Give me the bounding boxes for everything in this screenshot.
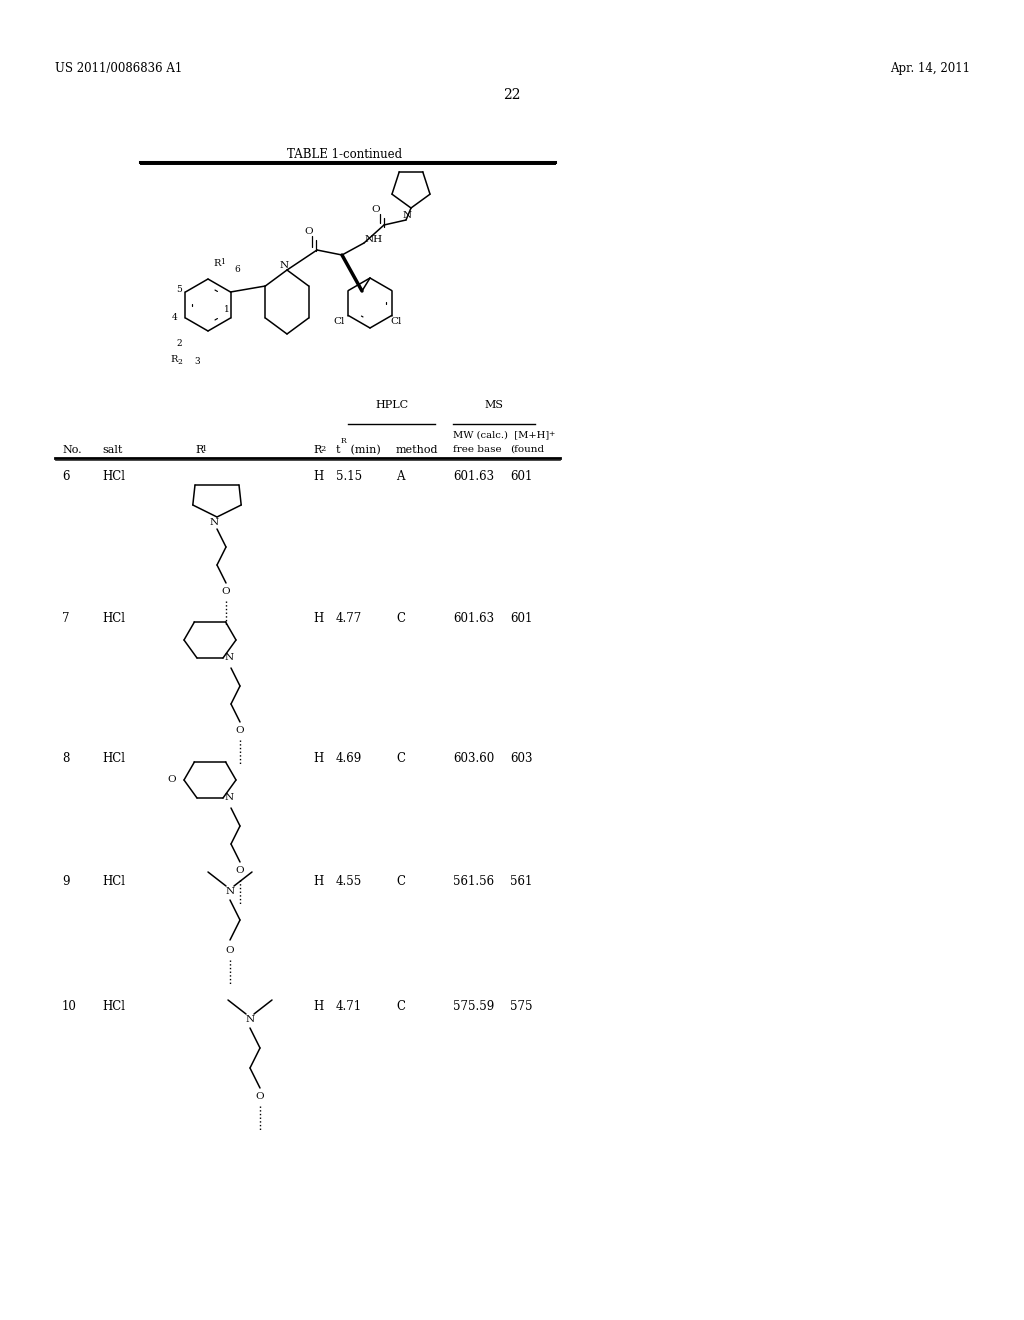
Text: Cl: Cl <box>333 317 344 326</box>
Text: C: C <box>396 875 406 888</box>
Text: 1: 1 <box>202 445 208 453</box>
Text: 575: 575 <box>510 1001 532 1012</box>
Text: O: O <box>167 776 176 784</box>
Text: 4.55: 4.55 <box>336 875 362 888</box>
Text: 603: 603 <box>510 752 532 766</box>
Text: 575.59: 575.59 <box>453 1001 495 1012</box>
Text: US 2011/0086836 A1: US 2011/0086836 A1 <box>55 62 182 75</box>
Text: C: C <box>396 1001 406 1012</box>
Text: 601.63: 601.63 <box>453 470 495 483</box>
Text: 561.56: 561.56 <box>453 875 495 888</box>
Text: N: N <box>402 210 412 219</box>
Text: 6: 6 <box>234 265 240 275</box>
Text: 601: 601 <box>510 612 532 624</box>
Text: No.: No. <box>62 445 82 455</box>
Text: 22: 22 <box>503 88 521 102</box>
Text: free base: free base <box>453 445 502 454</box>
Text: TABLE 1-continued: TABLE 1-continued <box>288 148 402 161</box>
Text: 2: 2 <box>176 339 182 348</box>
Text: H: H <box>313 1001 324 1012</box>
Text: (found: (found <box>510 445 544 454</box>
Text: 2: 2 <box>319 445 326 453</box>
Text: R: R <box>341 437 347 445</box>
Text: HPLC: HPLC <box>375 400 408 411</box>
Text: 1: 1 <box>220 257 225 267</box>
Text: C: C <box>396 752 406 766</box>
Text: Cl: Cl <box>390 317 401 326</box>
Text: 1: 1 <box>224 305 229 314</box>
Text: O: O <box>256 1092 264 1101</box>
Text: 5.15: 5.15 <box>336 470 362 483</box>
Text: O: O <box>221 587 230 597</box>
Text: R: R <box>213 260 220 268</box>
Text: 5: 5 <box>176 285 182 294</box>
Text: HCl: HCl <box>102 875 125 888</box>
Text: 2: 2 <box>177 358 182 366</box>
Text: 6: 6 <box>62 470 70 483</box>
Text: 601: 601 <box>510 470 532 483</box>
Text: O: O <box>225 946 234 954</box>
Text: O: O <box>305 227 313 236</box>
Text: H: H <box>313 875 324 888</box>
Text: 10: 10 <box>62 1001 77 1012</box>
Text: O: O <box>236 866 245 875</box>
Text: 7: 7 <box>62 612 70 624</box>
Text: HCl: HCl <box>102 470 125 483</box>
Text: R: R <box>313 445 322 455</box>
Text: H: H <box>313 470 324 483</box>
Text: A: A <box>396 470 404 483</box>
Text: MS: MS <box>484 400 504 411</box>
Text: +: + <box>548 430 554 438</box>
Text: HCl: HCl <box>102 752 125 766</box>
Text: C: C <box>396 612 406 624</box>
Text: N: N <box>225 793 234 803</box>
Text: 601.63: 601.63 <box>453 612 495 624</box>
Text: 4.71: 4.71 <box>336 1001 362 1012</box>
Text: 3: 3 <box>194 358 200 367</box>
Text: 561: 561 <box>510 875 532 888</box>
Text: N: N <box>280 260 289 269</box>
Text: 4.77: 4.77 <box>336 612 362 624</box>
Text: 9: 9 <box>62 875 70 888</box>
Text: N: N <box>210 517 218 527</box>
Text: HCl: HCl <box>102 612 125 624</box>
Text: N: N <box>225 653 234 663</box>
Text: HCl: HCl <box>102 1001 125 1012</box>
Text: O: O <box>372 205 380 214</box>
Text: method: method <box>396 445 438 455</box>
Text: 8: 8 <box>62 752 70 766</box>
Text: N: N <box>225 887 234 896</box>
Text: R: R <box>195 445 203 455</box>
Text: O: O <box>236 726 245 735</box>
Text: (min): (min) <box>347 445 381 455</box>
Text: 4: 4 <box>172 314 178 322</box>
Text: MW (calc.)  [M+H]: MW (calc.) [M+H] <box>453 430 549 440</box>
Text: R: R <box>170 355 177 364</box>
Text: NH: NH <box>365 235 383 243</box>
Text: H: H <box>313 752 324 766</box>
Text: t: t <box>336 445 341 455</box>
Text: Apr. 14, 2011: Apr. 14, 2011 <box>890 62 970 75</box>
Text: H: H <box>313 612 324 624</box>
Text: 603.60: 603.60 <box>453 752 495 766</box>
Text: N: N <box>246 1015 255 1024</box>
Text: salt: salt <box>102 445 123 455</box>
Text: 4.69: 4.69 <box>336 752 362 766</box>
